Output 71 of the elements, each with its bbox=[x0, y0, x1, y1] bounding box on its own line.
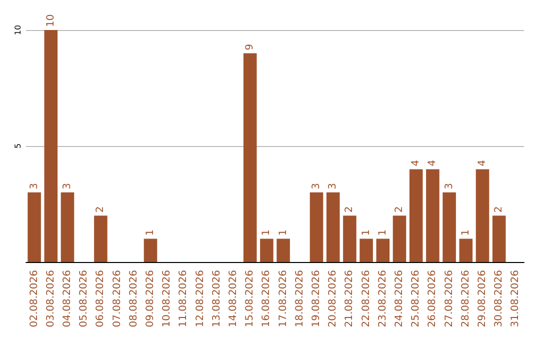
x-tick-label: 09.08.2026 bbox=[145, 270, 156, 328]
x-tick-label: 05.08.2026 bbox=[78, 270, 90, 328]
bar bbox=[44, 30, 58, 262]
x-tick-label: 26.08.2026 bbox=[427, 270, 438, 328]
x-tick-label: 28.08.2026 bbox=[460, 270, 472, 328]
data-label: 1 bbox=[460, 229, 472, 236]
data-label: 9 bbox=[244, 44, 256, 50]
bar bbox=[476, 169, 490, 262]
bar bbox=[459, 238, 473, 262]
bar bbox=[60, 192, 74, 262]
bar bbox=[492, 216, 506, 262]
bar bbox=[28, 192, 41, 262]
x-tick-label: 22.08.2026 bbox=[360, 270, 372, 328]
data-label: 1 bbox=[278, 229, 289, 236]
y-tick-label: 5 bbox=[14, 143, 22, 149]
x-tick-label: 21.08.2026 bbox=[344, 270, 356, 328]
bar bbox=[276, 238, 290, 262]
x-tick-label: 16.08.2026 bbox=[261, 270, 272, 328]
data-label: 1 bbox=[261, 229, 272, 236]
bar bbox=[426, 169, 440, 262]
x-tick-label: 15.08.2026 bbox=[244, 270, 256, 328]
bar bbox=[376, 238, 390, 262]
data-label: 3 bbox=[311, 183, 322, 190]
x-tick-label: 03.08.2026 bbox=[45, 270, 56, 328]
bar bbox=[94, 216, 108, 262]
x-tick-label: 07.08.2026 bbox=[112, 270, 123, 328]
x-tick-label: 23.08.2026 bbox=[377, 270, 388, 328]
bar bbox=[260, 238, 274, 262]
data-label: 4 bbox=[410, 160, 422, 166]
data-label: 3 bbox=[444, 183, 455, 190]
x-tick-label: 20.08.2026 bbox=[328, 270, 339, 328]
x-tick-label: 13.08.2026 bbox=[211, 270, 222, 328]
data-label: 3 bbox=[28, 183, 40, 190]
x-tick-label: 02.08.2026 bbox=[28, 270, 40, 328]
x-tick-label: 08.08.2026 bbox=[128, 270, 140, 328]
x-tick-label: 12.08.2026 bbox=[194, 270, 206, 328]
data-label: 2 bbox=[95, 206, 106, 213]
data-label: 3 bbox=[62, 183, 73, 190]
bar bbox=[326, 192, 340, 262]
data-label: 2 bbox=[344, 206, 356, 213]
x-tick-label: 24.08.2026 bbox=[394, 270, 405, 328]
bar bbox=[392, 216, 406, 262]
x-tick-label: 04.08.2026 bbox=[62, 270, 73, 328]
x-tick-label: 31.08.2026 bbox=[510, 270, 522, 328]
data-label: 10 bbox=[45, 14, 56, 27]
data-label: 2 bbox=[394, 206, 405, 213]
x-tick-label: 14.08.2026 bbox=[228, 270, 239, 328]
data-label: 1 bbox=[145, 229, 156, 236]
data-label: 4 bbox=[477, 160, 488, 166]
bar bbox=[310, 192, 324, 262]
bar bbox=[343, 216, 356, 262]
x-tick-label: 11.08.2026 bbox=[178, 270, 190, 328]
x-tick-label: 30.08.2026 bbox=[494, 270, 505, 328]
data-label: 3 bbox=[328, 183, 339, 190]
bar bbox=[243, 53, 257, 262]
x-tick-label: 19.08.2026 bbox=[311, 270, 322, 328]
x-tick-label: 27.08.2026 bbox=[444, 270, 455, 328]
data-label: 1 bbox=[377, 229, 388, 236]
data-label: 4 bbox=[427, 160, 438, 166]
data-label: 1 bbox=[360, 229, 372, 236]
x-tick-label: 06.08.2026 bbox=[95, 270, 106, 328]
data-label: 2 bbox=[494, 206, 505, 213]
x-tick-label: 18.08.2026 bbox=[294, 270, 306, 328]
x-tick-label: 10.08.2026 bbox=[162, 270, 173, 328]
x-tick-label: 29.08.2026 bbox=[477, 270, 488, 328]
bar bbox=[409, 169, 423, 262]
bar bbox=[360, 238, 373, 262]
bar bbox=[144, 238, 158, 262]
bar bbox=[442, 192, 456, 262]
x-tick-label: 25.08.2026 bbox=[410, 270, 422, 328]
x-tick-label: 17.08.2026 bbox=[278, 270, 289, 328]
